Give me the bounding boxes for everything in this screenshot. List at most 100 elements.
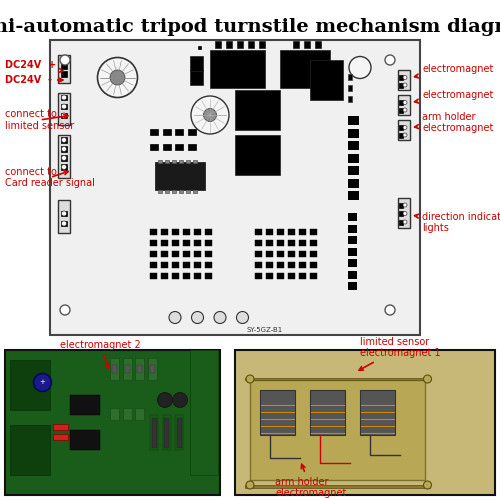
Bar: [350, 270, 352, 278]
Bar: [348, 270, 350, 278]
Circle shape: [62, 164, 66, 170]
Bar: [248, 42, 254, 48]
Bar: [356, 141, 359, 150]
Bar: [299, 262, 306, 268]
Bar: [288, 262, 294, 268]
Bar: [124, 365, 130, 372]
Bar: [348, 128, 350, 138]
Bar: [122, 358, 132, 380]
Bar: [350, 224, 352, 232]
Text: connect to
limited sensor: connect to limited sensor: [5, 109, 74, 131]
Bar: [5, 350, 220, 495]
Bar: [192, 160, 196, 162]
Bar: [348, 96, 352, 102]
Bar: [194, 228, 200, 235]
Bar: [288, 240, 294, 246]
Circle shape: [403, 220, 407, 224]
Bar: [172, 190, 175, 192]
Bar: [255, 272, 262, 279]
Bar: [314, 42, 320, 48]
Bar: [348, 282, 350, 290]
Bar: [235, 350, 495, 495]
Bar: [60, 155, 67, 160]
Bar: [188, 144, 196, 150]
Circle shape: [62, 146, 66, 152]
Bar: [350, 141, 352, 150]
Bar: [60, 164, 67, 170]
Bar: [353, 236, 356, 244]
Bar: [356, 116, 359, 125]
Bar: [215, 42, 221, 48]
Bar: [237, 42, 243, 48]
Bar: [360, 390, 395, 435]
Bar: [348, 166, 350, 175]
Bar: [356, 154, 359, 162]
Bar: [188, 128, 196, 135]
Bar: [348, 191, 350, 200]
Bar: [288, 228, 294, 235]
Bar: [164, 160, 168, 162]
Text: electromagnet: electromagnet: [414, 64, 494, 78]
Bar: [348, 85, 352, 91]
Bar: [226, 42, 232, 48]
Bar: [172, 160, 175, 162]
Bar: [183, 240, 190, 246]
Circle shape: [192, 312, 203, 324]
Bar: [299, 228, 306, 235]
Bar: [194, 272, 200, 279]
Bar: [178, 160, 182, 162]
Text: +: +: [40, 380, 46, 386]
Circle shape: [403, 126, 407, 130]
Bar: [205, 240, 212, 246]
Bar: [172, 272, 178, 279]
Bar: [150, 250, 156, 257]
Bar: [299, 240, 306, 246]
Bar: [178, 190, 182, 192]
Bar: [194, 240, 200, 246]
Bar: [348, 141, 350, 150]
Bar: [348, 74, 352, 80]
Circle shape: [169, 312, 181, 324]
Text: arm holder
electromagnet: arm holder electromagnet: [414, 112, 494, 134]
Bar: [164, 190, 168, 192]
Bar: [150, 272, 156, 279]
Bar: [194, 262, 200, 268]
Bar: [162, 128, 170, 135]
Bar: [183, 228, 190, 235]
Circle shape: [62, 104, 66, 109]
Bar: [399, 108, 403, 112]
Bar: [110, 358, 119, 380]
Text: DC24V  -: DC24V -: [5, 75, 63, 85]
Bar: [350, 236, 352, 244]
Bar: [399, 125, 403, 130]
Bar: [10, 425, 50, 475]
Bar: [299, 250, 306, 257]
Bar: [172, 228, 178, 235]
Bar: [350, 259, 352, 267]
Bar: [122, 408, 132, 420]
Bar: [162, 144, 170, 150]
Circle shape: [204, 108, 216, 122]
Bar: [58, 55, 70, 82]
Circle shape: [158, 392, 172, 407]
Bar: [161, 272, 168, 279]
Bar: [399, 75, 403, 80]
Bar: [176, 418, 182, 448]
Text: direction indicator
lights: direction indicator lights: [414, 212, 500, 234]
Bar: [150, 144, 158, 150]
Bar: [250, 380, 425, 480]
Text: connect to
Card reader signal: connect to Card reader signal: [5, 166, 95, 188]
Circle shape: [172, 392, 188, 407]
Bar: [399, 132, 403, 138]
Bar: [398, 95, 410, 115]
Circle shape: [403, 212, 407, 216]
Bar: [150, 228, 156, 235]
Circle shape: [62, 221, 66, 226]
Circle shape: [98, 58, 138, 98]
Bar: [353, 154, 356, 162]
Bar: [161, 228, 168, 235]
Circle shape: [62, 156, 66, 160]
Circle shape: [62, 138, 66, 142]
Text: limited sensor
electromagnet 1: limited sensor electromagnet 1: [359, 336, 440, 370]
Bar: [192, 190, 196, 192]
